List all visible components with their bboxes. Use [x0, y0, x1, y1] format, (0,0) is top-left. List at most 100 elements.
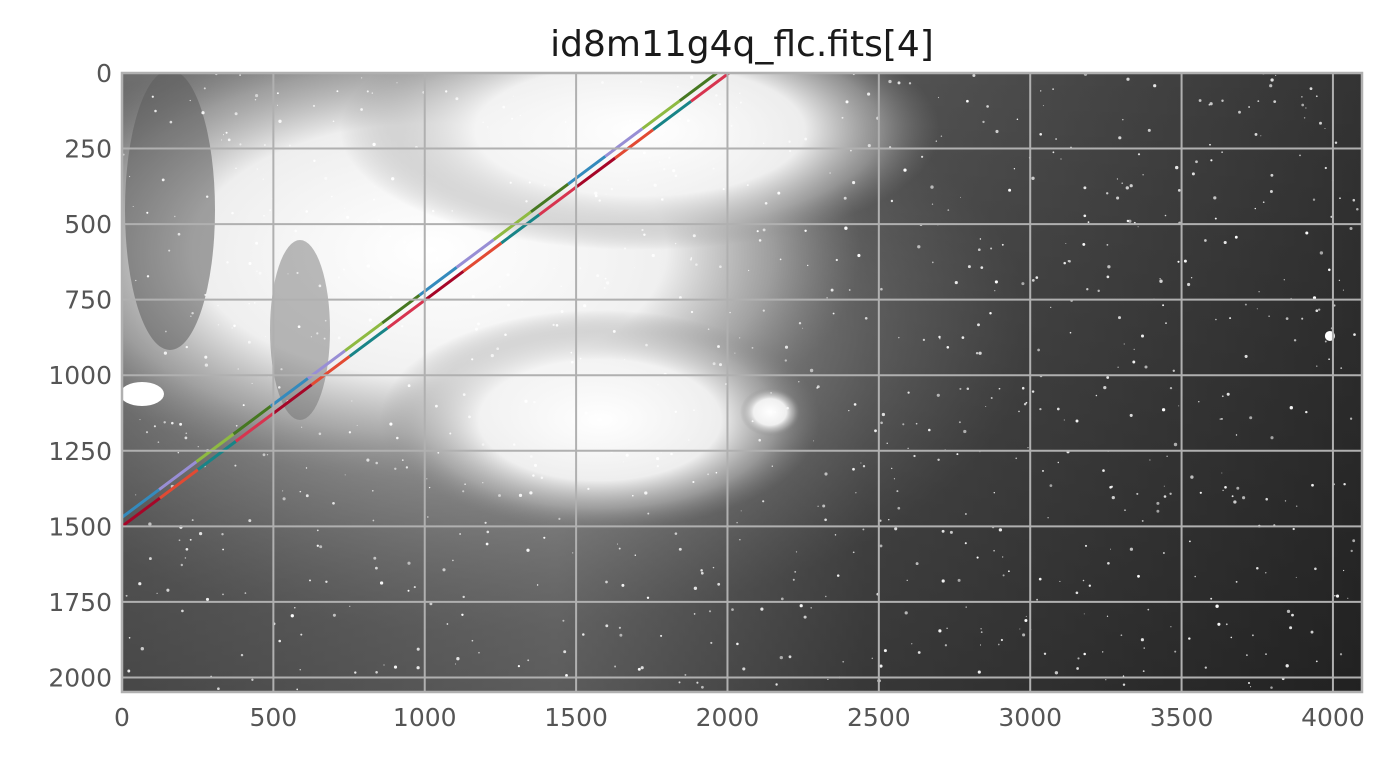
- star-point: [788, 655, 792, 659]
- trail-segment: [122, 496, 161, 528]
- star-point: [784, 359, 787, 362]
- star-point: [642, 151, 646, 155]
- star-point: [994, 280, 998, 284]
- star-point: [391, 177, 395, 181]
- star-point: [567, 145, 570, 148]
- star-point: [1305, 410, 1308, 414]
- star-point: [185, 345, 188, 349]
- star-point: [435, 256, 439, 260]
- star-point: [498, 285, 502, 289]
- star-point: [332, 120, 335, 123]
- star-point: [883, 649, 887, 653]
- star-point: [788, 149, 792, 153]
- star-point: [641, 228, 644, 232]
- star-point: [125, 594, 128, 597]
- trail-segment: [652, 100, 692, 131]
- star-point: [309, 579, 311, 582]
- star-point: [484, 521, 487, 524]
- star-point: [964, 513, 967, 515]
- star-point: [1343, 482, 1346, 486]
- star-point: [1199, 491, 1202, 494]
- star-point: [614, 665, 617, 668]
- star-point: [1169, 386, 1173, 390]
- star-point: [584, 411, 588, 415]
- star-point: [913, 454, 916, 458]
- star-point: [154, 109, 157, 113]
- star-point: [184, 436, 188, 440]
- star-point: [240, 653, 244, 657]
- star-point: [502, 105, 506, 109]
- star-point: [775, 683, 778, 686]
- star-point: [312, 104, 316, 107]
- star-point: [1088, 584, 1091, 587]
- star-point: [1319, 251, 1324, 255]
- star-point: [977, 248, 981, 252]
- star-point: [1312, 296, 1317, 300]
- star-point: [132, 205, 134, 208]
- star-point: [1328, 268, 1331, 272]
- x-tick-label: 2500: [847, 703, 911, 732]
- star-point: [792, 578, 795, 581]
- star-point: [428, 486, 431, 489]
- star-point: [897, 81, 901, 85]
- star-point: [351, 400, 353, 402]
- star-point: [972, 73, 976, 78]
- star-point: [1247, 681, 1251, 685]
- star-point: [1215, 318, 1217, 321]
- star-point: [1063, 419, 1065, 421]
- star-point: [1235, 434, 1238, 436]
- star-point: [513, 443, 516, 446]
- star-point: [977, 323, 980, 327]
- star-point: [1027, 446, 1029, 449]
- trail-segment: [272, 383, 313, 415]
- star-point: [348, 431, 352, 434]
- star-point: [640, 80, 642, 83]
- star-point: [1231, 495, 1234, 498]
- star-point: [396, 436, 399, 440]
- star-point: [1236, 486, 1240, 490]
- star-point: [1284, 500, 1287, 502]
- star-point: [1123, 343, 1125, 345]
- star-point: [251, 382, 253, 384]
- star-point: [555, 324, 559, 327]
- y-tick-label: 1000: [48, 361, 112, 390]
- star-point: [190, 315, 192, 317]
- star-point: [1265, 572, 1267, 574]
- x-tick-label: 500: [250, 703, 298, 732]
- star-point: [1285, 664, 1289, 668]
- star-point: [610, 187, 614, 191]
- star-point: [1043, 652, 1047, 655]
- star-point: [893, 478, 895, 480]
- star-point: [462, 490, 465, 493]
- star-point: [729, 311, 731, 314]
- chart-title: id8m11g4q_flc.fits[4]: [550, 24, 934, 65]
- star-point: [978, 351, 982, 355]
- star-point: [464, 483, 466, 485]
- star-point: [902, 423, 905, 426]
- star-point: [366, 90, 369, 93]
- star-point: [931, 261, 934, 264]
- star-point: [482, 121, 484, 124]
- star-point: [661, 198, 663, 201]
- star-point: [891, 467, 893, 470]
- trail-segment: [348, 326, 389, 358]
- star-point: [1285, 317, 1289, 320]
- star-point: [570, 351, 573, 354]
- star-point: [624, 359, 626, 361]
- star-point: [140, 647, 144, 651]
- star-point: [1055, 138, 1058, 140]
- star-point: [824, 472, 828, 476]
- star-point: [862, 465, 866, 468]
- star-point: [1036, 598, 1039, 601]
- star-point: [135, 279, 137, 282]
- star-point: [375, 461, 378, 465]
- star-point: [803, 615, 807, 619]
- star-point: [736, 642, 739, 646]
- star-point: [405, 466, 409, 469]
- bright-knot-left: [122, 382, 164, 406]
- star-point: [817, 505, 819, 507]
- star-point: [829, 172, 831, 174]
- star-point: [485, 542, 489, 546]
- star-point: [1083, 652, 1086, 656]
- star-point: [802, 327, 804, 329]
